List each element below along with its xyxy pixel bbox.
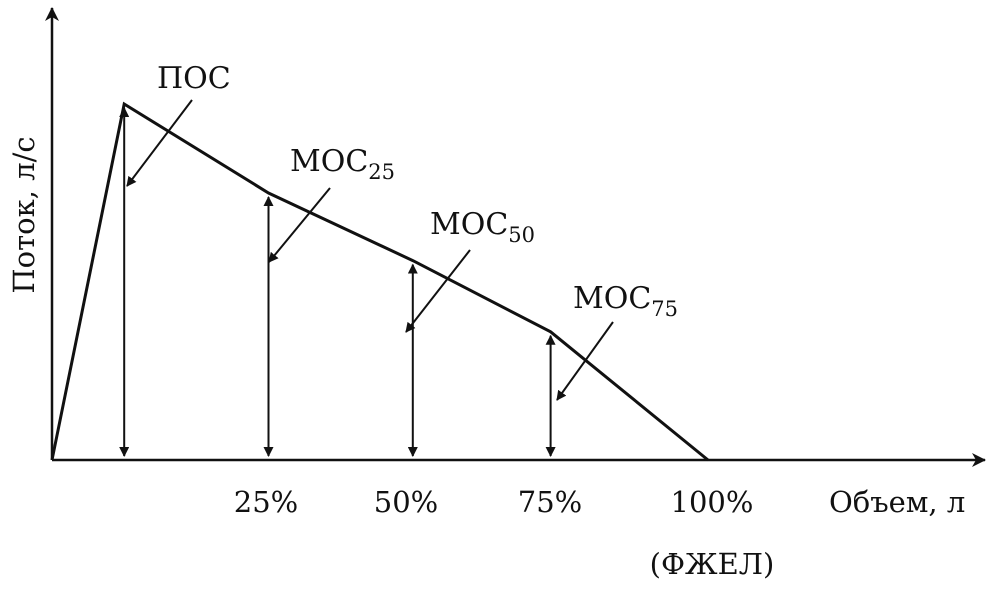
x-tick-25: 25%	[234, 485, 298, 519]
mos75-label-sub: 75	[651, 297, 678, 321]
mos50-label: МОС50	[430, 207, 535, 247]
mos50-label-sub: 50	[508, 223, 535, 247]
mos75-pointer-arrow	[556, 321, 614, 401]
mos75-label-main: МОС	[573, 281, 651, 316]
x-axis-title: Объем, л	[829, 485, 965, 519]
mos50-label-main: МОС	[430, 207, 508, 242]
x-tick-100: 100%	[671, 485, 754, 519]
mos75-label: МОС75	[573, 281, 678, 321]
flow-volume-curve	[50, 101, 709, 462]
mos25-label-sub: 25	[368, 160, 395, 184]
pos-label: ПОС	[157, 61, 231, 96]
x-tick-note: (ФЖЕЛ)	[650, 547, 775, 581]
mos25-label-main: МОС	[290, 144, 368, 179]
mos25-label: МОС25	[290, 144, 395, 184]
y-axis-title: Поток, л/с	[7, 136, 41, 293]
x-tick-50: 50%	[374, 485, 438, 519]
pos-pointer-arrow	[126, 99, 193, 187]
mos25-pointer-arrow	[268, 187, 331, 263]
x-tick-75: 75%	[518, 485, 582, 519]
mos50-pointer-arrow	[405, 249, 471, 333]
